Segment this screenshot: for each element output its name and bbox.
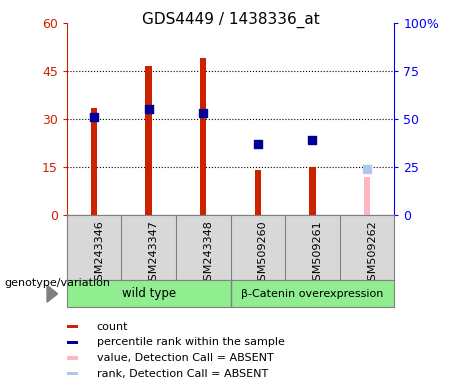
Point <box>90 114 98 120</box>
Text: value, Detection Call = ABSENT: value, Detection Call = ABSENT <box>97 353 273 363</box>
Polygon shape <box>47 285 58 302</box>
Text: genotype/variation: genotype/variation <box>5 278 111 288</box>
Text: rank, Detection Call = ABSENT: rank, Detection Call = ABSENT <box>97 369 268 379</box>
Text: count: count <box>97 322 128 332</box>
Bar <box>67 341 78 344</box>
Text: GSM509260: GSM509260 <box>258 220 268 288</box>
Bar <box>67 356 78 359</box>
Bar <box>309 167 316 215</box>
Text: GSM509261: GSM509261 <box>313 220 322 288</box>
Point <box>254 141 261 147</box>
Bar <box>67 372 78 375</box>
Text: GSM243346: GSM243346 <box>94 220 104 288</box>
Text: GSM243347: GSM243347 <box>148 220 159 288</box>
Bar <box>145 66 152 215</box>
Text: GDS4449 / 1438336_at: GDS4449 / 1438336_at <box>142 12 319 28</box>
Text: GSM509262: GSM509262 <box>367 220 377 288</box>
Text: GSM243348: GSM243348 <box>203 220 213 288</box>
Text: wild type: wild type <box>122 287 176 300</box>
Bar <box>200 58 207 215</box>
Point <box>145 106 152 113</box>
Point <box>200 110 207 116</box>
Bar <box>364 177 370 215</box>
Text: β-Catenin overexpression: β-Catenin overexpression <box>241 289 384 299</box>
Bar <box>91 108 97 215</box>
Bar <box>67 325 78 328</box>
Text: percentile rank within the sample: percentile rank within the sample <box>97 337 284 347</box>
Point <box>363 166 371 172</box>
Bar <box>254 170 261 215</box>
Point <box>308 137 316 143</box>
